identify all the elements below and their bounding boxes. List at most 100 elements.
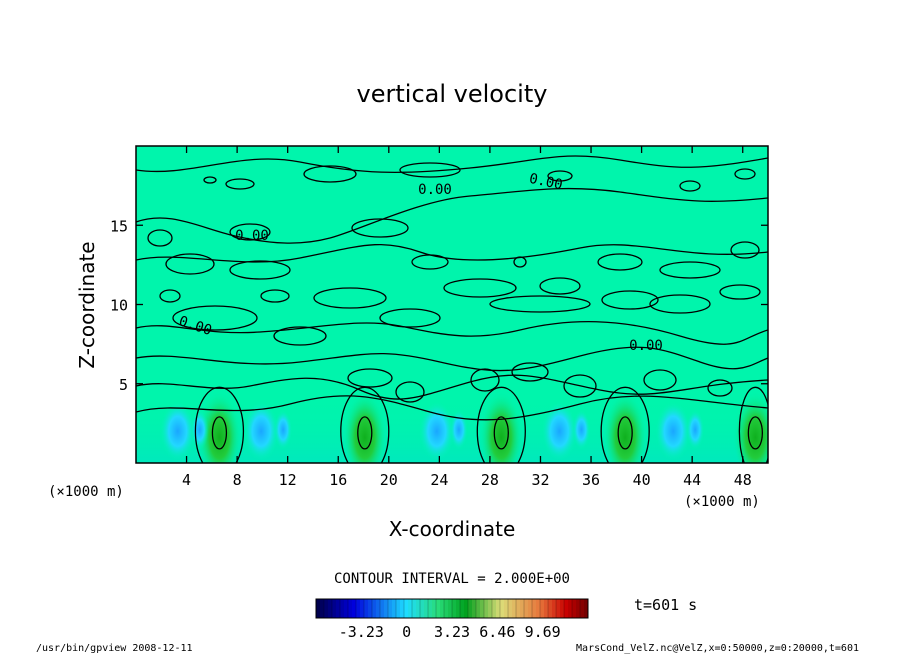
x-axis-ticks: 4 8 12 16 20 24 28 32 36 40 44 48 bbox=[182, 146, 752, 489]
contour-loop bbox=[159, 289, 181, 303]
contour-loop bbox=[147, 229, 173, 247]
updraft-inner-contour bbox=[617, 416, 633, 450]
colorbar-step bbox=[540, 599, 545, 618]
downdraft-cell bbox=[274, 409, 293, 450]
contour-loop bbox=[511, 362, 549, 382]
contour-loop bbox=[399, 162, 461, 178]
colorbar-tick-label: 6.46 bbox=[479, 623, 515, 641]
colorbar-step bbox=[484, 599, 489, 618]
colorbar-step bbox=[472, 599, 477, 618]
contour-loop bbox=[347, 368, 393, 388]
colorbar-step bbox=[584, 599, 589, 618]
colorbar-step bbox=[500, 599, 505, 618]
downdraft-cell bbox=[572, 409, 591, 450]
colorbar bbox=[315, 599, 589, 618]
updraft-contour bbox=[600, 386, 650, 463]
colorbar-step bbox=[508, 599, 513, 618]
colorbar-step bbox=[328, 599, 333, 618]
contour-line bbox=[136, 346, 768, 372]
time-label: t=601 s bbox=[634, 596, 697, 614]
contour-loop bbox=[411, 254, 449, 270]
contour-line bbox=[136, 244, 768, 263]
colorbar-step bbox=[404, 599, 409, 618]
colorbar-step bbox=[452, 599, 457, 618]
colorbar-step bbox=[384, 599, 389, 618]
x-tick-label: 48 bbox=[734, 471, 752, 489]
contour-loop bbox=[547, 170, 573, 182]
y-axis-label: Z-coordinate bbox=[75, 241, 99, 368]
x-unit-label-left: (×1000 m) bbox=[48, 484, 124, 500]
colorbar-step bbox=[576, 599, 581, 618]
colorbar-tick-label: -3.23 bbox=[339, 623, 384, 641]
colorbar-step bbox=[348, 599, 353, 618]
colorbar-step bbox=[356, 599, 361, 618]
updraft-inner-contour bbox=[493, 416, 509, 450]
contour-loop bbox=[601, 290, 659, 310]
contour-loop bbox=[734, 168, 756, 180]
colorbar-step bbox=[392, 599, 397, 618]
colorbar-tick-label: 0 bbox=[402, 623, 411, 641]
contour-lines bbox=[136, 155, 768, 463]
x-tick-label: 12 bbox=[279, 471, 297, 489]
colorbar-tick-label: 3.23 bbox=[434, 623, 470, 641]
contour-loop bbox=[659, 261, 721, 279]
colorbar-step bbox=[352, 599, 357, 618]
colorbar-step bbox=[464, 599, 469, 618]
contour-value-label: 0.00 bbox=[418, 182, 452, 198]
downdraft-cell bbox=[243, 401, 280, 462]
contour-loop bbox=[443, 278, 517, 298]
colorbar-step bbox=[516, 599, 521, 618]
downdraft-cell bbox=[686, 409, 705, 450]
contour-loop bbox=[470, 368, 500, 392]
colorbar-step bbox=[580, 599, 585, 618]
colorbar-step bbox=[560, 599, 565, 618]
contour-line bbox=[136, 155, 768, 174]
colorbar-step bbox=[380, 599, 385, 618]
colorbar-step bbox=[460, 599, 465, 618]
x-tick-label: 36 bbox=[582, 471, 600, 489]
downdraft-cell bbox=[159, 401, 196, 462]
contour-loop bbox=[172, 305, 258, 331]
footer-right: MarsCond_VelZ.nc@VelZ,x=0:50000,z=0:2000… bbox=[576, 643, 859, 654]
colorbar-step bbox=[544, 599, 549, 618]
colorbar-step bbox=[572, 599, 577, 618]
colorbar-step bbox=[496, 599, 501, 618]
contour-loop bbox=[313, 287, 387, 309]
updraft-inner-contour bbox=[357, 416, 373, 450]
colorbar-step bbox=[448, 599, 453, 618]
updraft-contour bbox=[194, 386, 245, 463]
contour-loop bbox=[707, 379, 733, 397]
contour-loop bbox=[489, 295, 591, 313]
contour-line bbox=[136, 395, 768, 421]
colorbar-step bbox=[332, 599, 337, 618]
colorbar-step bbox=[416, 599, 421, 618]
colorbar-step bbox=[400, 599, 405, 618]
contour-value-label: 0.00 bbox=[235, 228, 269, 244]
colorbar-step bbox=[344, 599, 349, 618]
updraft-cell bbox=[479, 386, 524, 463]
contour-loop bbox=[719, 284, 761, 300]
contour-loop bbox=[229, 260, 291, 280]
colorbar-step bbox=[420, 599, 425, 618]
contour-loop bbox=[351, 218, 409, 238]
colorbar-step bbox=[532, 599, 537, 618]
y-axis-ticks: 5 10 15 bbox=[110, 217, 768, 394]
x-tick-label: 8 bbox=[233, 471, 242, 489]
colorbar-step bbox=[372, 599, 377, 618]
contour-interval-label: CONTOUR INTERVAL = 2.000E+00 bbox=[334, 571, 570, 587]
colorbar-step bbox=[456, 599, 461, 618]
colorbar-step bbox=[568, 599, 573, 618]
colorbar-step bbox=[524, 599, 529, 618]
x-tick-label: 16 bbox=[329, 471, 347, 489]
colorbar-step bbox=[428, 599, 433, 618]
plot-area bbox=[136, 146, 768, 463]
x-tick-label: 4 bbox=[182, 471, 191, 489]
colorbar-step bbox=[396, 599, 401, 618]
colorbar-step bbox=[324, 599, 329, 618]
colorbar-ticks: -3.23 0 3.23 6.46 9.69 bbox=[339, 623, 561, 641]
contour-loop bbox=[225, 178, 255, 190]
contour-loop bbox=[513, 256, 527, 268]
colorbar-step bbox=[336, 599, 341, 618]
contour-loop bbox=[643, 369, 677, 391]
